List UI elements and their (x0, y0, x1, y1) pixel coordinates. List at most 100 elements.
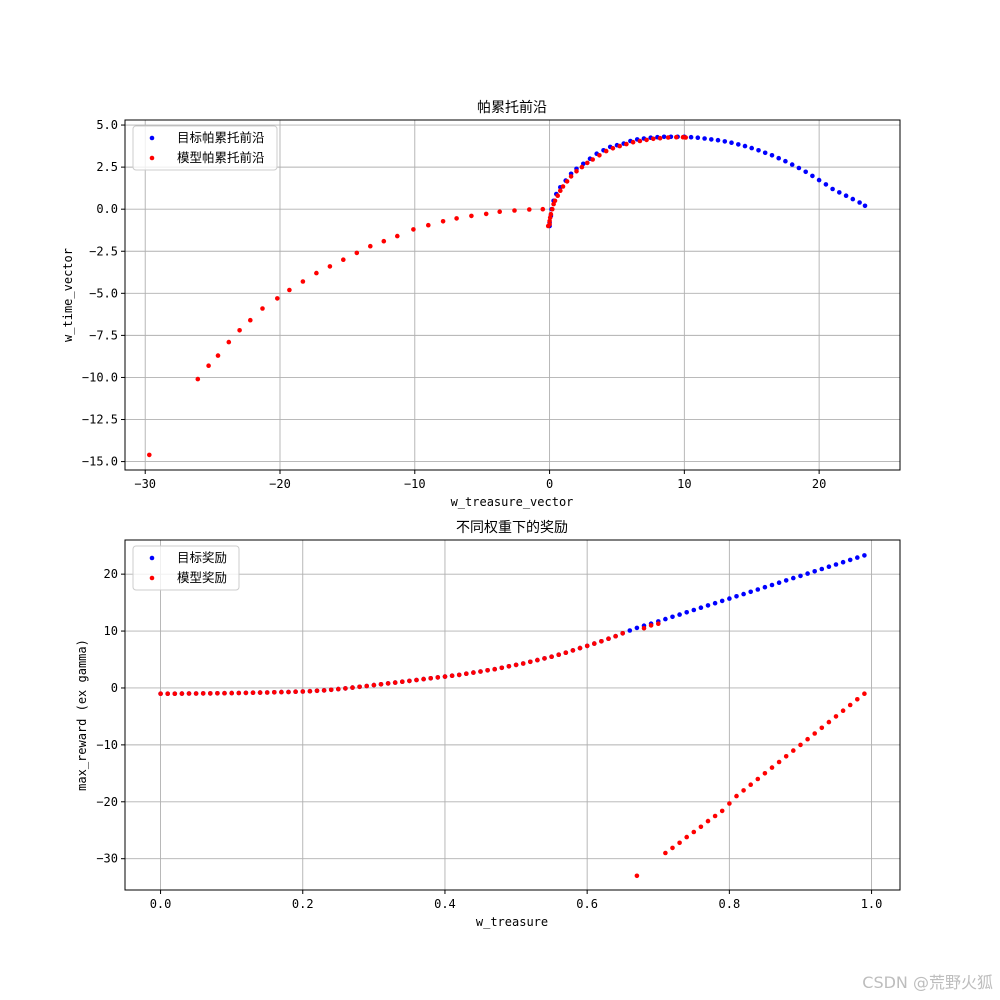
reward-chart: 不同权重下的奖励 0.0 0.2 0.4 0.6 0.8 1.0 −30 −20 −10 0 10… (75, 519, 901, 929)
x-tick-label: −20 (269, 477, 291, 491)
target-point (803, 169, 808, 175)
model-point (542, 656, 547, 661)
model-point (558, 188, 563, 193)
model-point (454, 216, 459, 221)
model-point (195, 376, 201, 382)
target-point (661, 134, 667, 140)
model-point (783, 754, 789, 759)
model-point (328, 687, 334, 693)
model-point (556, 652, 561, 657)
model-point (663, 850, 668, 856)
model-point (179, 691, 185, 696)
model-point (577, 645, 583, 651)
model-point (440, 219, 446, 224)
model-point (606, 636, 611, 641)
x-tick-label: 0.8 (719, 897, 741, 911)
model-point (147, 452, 152, 458)
model-point (535, 657, 540, 663)
model-point (208, 691, 213, 696)
model-point (630, 139, 636, 145)
model-point (791, 748, 796, 753)
model-point (755, 776, 761, 782)
target-point (691, 607, 697, 613)
model-point (624, 141, 629, 147)
model-point (719, 808, 725, 814)
model-point (215, 691, 220, 696)
x-tick-label: 0.2 (292, 897, 314, 911)
x-tick-label: 0 (546, 477, 553, 491)
x-tick-label: −10 (404, 477, 426, 491)
model-point (497, 209, 503, 214)
legend-label-target: 目标奖励 (177, 550, 227, 565)
target-point (670, 614, 675, 620)
target-point (850, 196, 856, 202)
model-point (300, 279, 306, 284)
model-point (381, 238, 387, 244)
model-point (250, 690, 256, 695)
y-tick-label: −2.5 (89, 244, 118, 258)
model-point (826, 719, 832, 725)
model-point (264, 690, 270, 695)
x-tick-label: 0.4 (434, 897, 456, 911)
y-tick-label: 5.0 (96, 118, 118, 132)
target-point (819, 566, 825, 572)
model-point (670, 845, 675, 851)
target-point (722, 139, 728, 144)
target-point (833, 562, 839, 567)
model-point (215, 353, 221, 358)
model-point (321, 688, 327, 693)
target-point (783, 158, 788, 164)
model-point (641, 625, 647, 631)
y-tick-label: 0 (111, 681, 118, 695)
model-point (300, 689, 306, 694)
model-point (528, 659, 533, 665)
y-tick-label: −20 (96, 795, 118, 809)
model-point (712, 813, 718, 819)
model-point (547, 218, 552, 224)
model-point (456, 672, 462, 678)
target-point (756, 148, 761, 153)
model-point (540, 206, 546, 212)
target-point (796, 165, 802, 171)
target-point (719, 598, 725, 604)
model-point (257, 690, 263, 695)
target-point (847, 557, 853, 563)
target-point (634, 625, 640, 631)
model-point (272, 690, 277, 695)
model-point (805, 736, 810, 742)
model-point (552, 198, 558, 204)
model-point (568, 174, 574, 179)
model-point (798, 742, 803, 748)
model-point (492, 666, 498, 672)
model-point (563, 650, 569, 655)
legend-label-model: 模型奖励 (177, 570, 227, 585)
model-point (314, 270, 319, 276)
target-point (755, 587, 761, 592)
y-tick-label: −30 (96, 852, 118, 866)
target-point (748, 589, 753, 595)
y-tick-label: 10 (104, 624, 118, 638)
target-point (816, 177, 822, 183)
model-point (727, 801, 732, 806)
model-point (343, 686, 348, 691)
model-point (599, 639, 604, 644)
legend: 目标奖励 模型奖励 (132, 545, 240, 591)
model-point (548, 211, 554, 217)
target-point (663, 616, 668, 622)
target-point (715, 137, 721, 143)
target-point (810, 173, 815, 179)
model-point (371, 682, 377, 688)
model-point (584, 643, 590, 649)
target-point (776, 155, 781, 161)
x-axis-ticks: −30 −20 −10 0 10 20 (134, 470, 826, 491)
model-point (603, 148, 609, 154)
model-point (350, 685, 355, 690)
model-point (617, 143, 622, 149)
model-point (592, 641, 597, 646)
x-tick-label: 0.0 (150, 897, 172, 911)
model-point (435, 675, 441, 680)
model-point (243, 690, 249, 696)
model-point (237, 328, 242, 333)
model-point (200, 691, 206, 696)
model-point (442, 674, 448, 679)
